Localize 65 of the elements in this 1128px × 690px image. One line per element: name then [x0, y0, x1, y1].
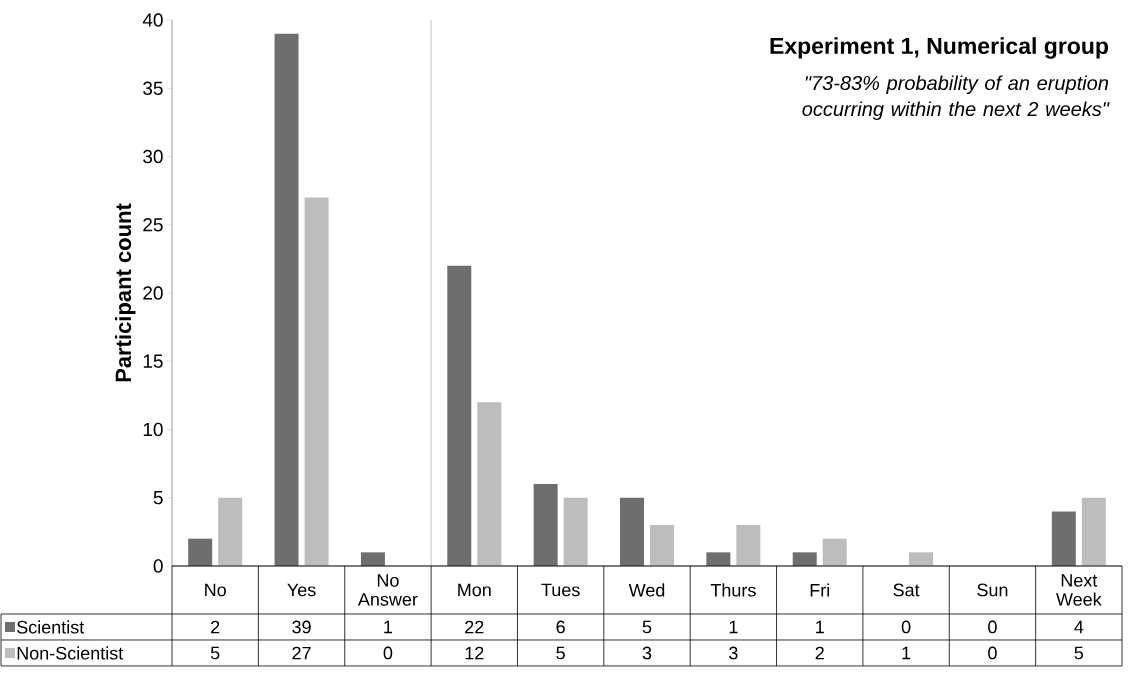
- legend-label: Non-Scientist: [17, 646, 124, 660]
- data-label: 0: [901, 620, 911, 634]
- bar: [360, 552, 385, 566]
- y-tick-label: 15: [143, 354, 163, 368]
- bar: [706, 552, 731, 566]
- data-label: 0: [988, 620, 997, 634]
- data-label: 5: [1074, 646, 1084, 660]
- x-tick-label: No Answer: [357, 574, 418, 606]
- x-tick-label: Sun: [977, 583, 1008, 597]
- bar: [909, 552, 934, 566]
- data-label: 3: [642, 646, 652, 660]
- data-label: 1: [729, 620, 738, 634]
- x-tick-label: No: [205, 583, 226, 597]
- data-label: 2: [815, 646, 824, 660]
- text: Experiment 1, Numerical group: [770, 37, 1109, 59]
- data-label: 0: [383, 646, 393, 660]
- y-tick-label: 30: [143, 149, 163, 164]
- data-label: 5: [642, 620, 652, 634]
- x-tick-label: Mon: [458, 583, 491, 597]
- y-tick-label: 40: [142, 13, 163, 27]
- y-axis-title: Participant count: [114, 203, 136, 382]
- bar: [447, 265, 472, 566]
- data-label: 5: [210, 646, 220, 660]
- bar: [304, 197, 329, 566]
- bar: [477, 402, 502, 566]
- bar: [188, 538, 213, 566]
- bar: [1081, 497, 1106, 566]
- y-tick-label: 5: [153, 491, 163, 505]
- data-label: 1: [384, 620, 393, 634]
- data-label: 22: [465, 620, 484, 634]
- data-label: 2: [211, 620, 220, 634]
- x-tick-label: Fri: [810, 583, 830, 597]
- bar: [650, 525, 674, 566]
- bar: [736, 525, 761, 566]
- y-tick-label: 10: [143, 422, 163, 437]
- data-label: 1: [902, 646, 911, 660]
- data-label: 27: [292, 646, 311, 660]
- data-label: 4: [1074, 620, 1084, 634]
- data-label: 6: [556, 620, 565, 634]
- data-label: 0: [988, 646, 997, 660]
- x-tick-label: Sat: [893, 583, 920, 597]
- y-tick-label: 25: [143, 218, 163, 232]
- bar: [620, 497, 644, 566]
- x-tick-label: Next Week: [1056, 574, 1102, 606]
- x-tick-label: Wed: [628, 583, 665, 597]
- bar: [822, 538, 847, 566]
- x-tick-label: Thurs: [710, 583, 756, 597]
- y-tick-label: 20: [143, 286, 163, 300]
- bar: [218, 497, 243, 566]
- data-label: 5: [556, 646, 565, 660]
- data-label: 1: [816, 620, 824, 634]
- x-tick-label: Tues: [541, 583, 580, 597]
- legend-label: Scientist: [17, 620, 85, 634]
- data-label: 12: [465, 646, 484, 660]
- bar: [792, 552, 817, 566]
- bar: [533, 484, 558, 566]
- text: "73-83% probability of an eruption occurring within the next 2 weeks": [802, 75, 1110, 121]
- x-tick-label: Yes: [287, 583, 316, 597]
- data-label: 3: [729, 646, 738, 660]
- y-tick-label: 0: [153, 559, 163, 573]
- data-label: 39: [292, 620, 311, 634]
- bar: [274, 33, 299, 566]
- y-tick-label: 35: [143, 81, 163, 95]
- bar: [563, 497, 588, 566]
- bar: [1051, 511, 1076, 566]
